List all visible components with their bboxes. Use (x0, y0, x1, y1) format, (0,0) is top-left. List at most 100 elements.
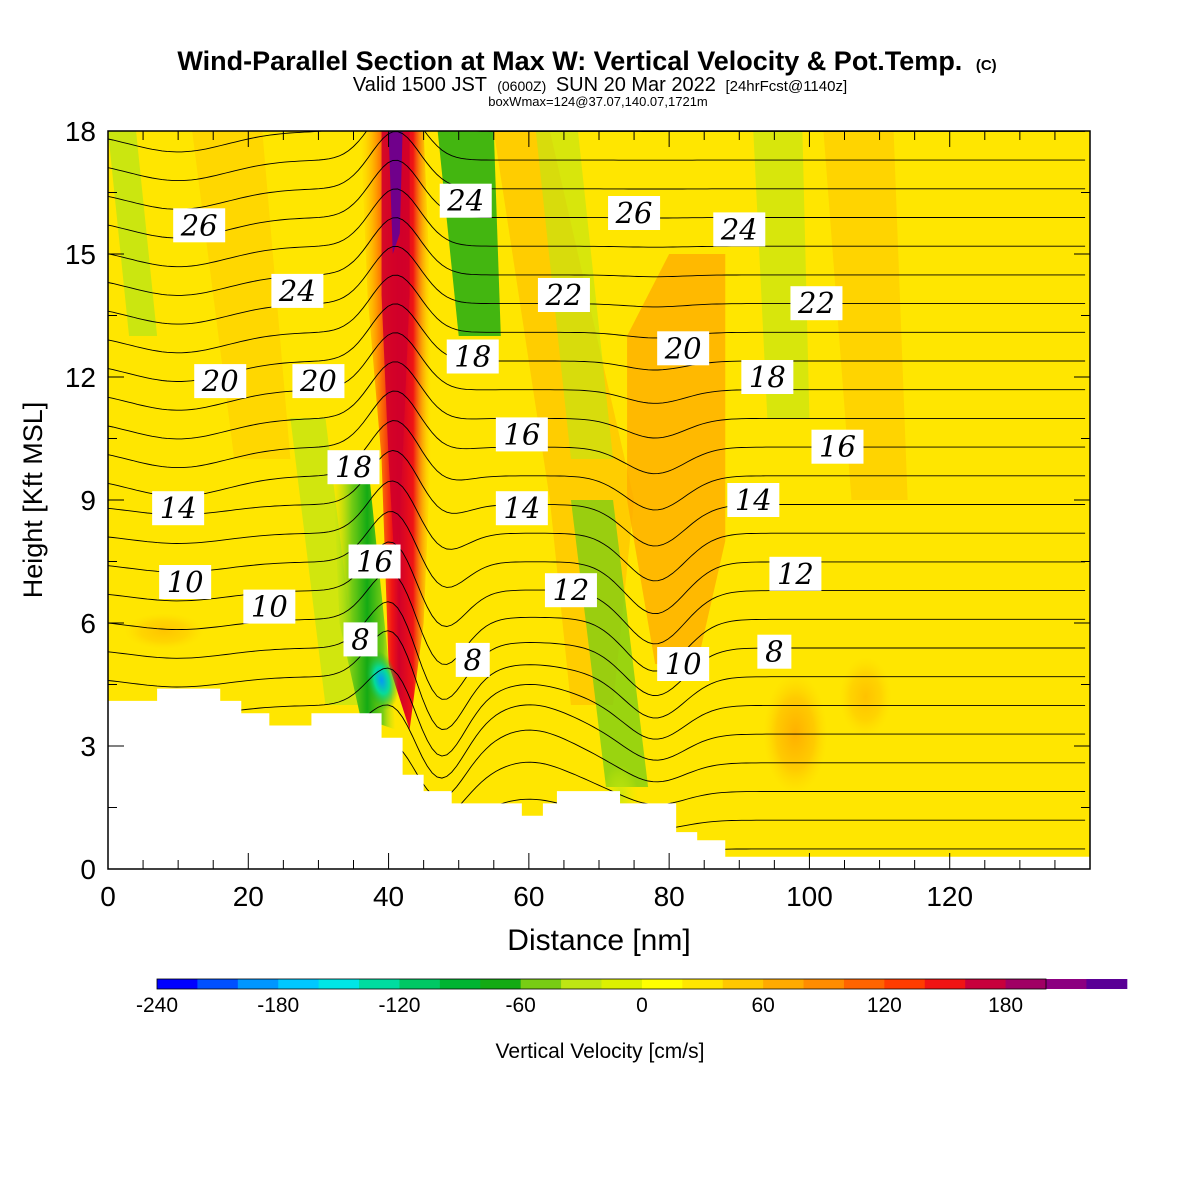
colorbar-swatch (803, 979, 845, 989)
theta-label-text: 24 (278, 274, 316, 308)
y-tick-label: 0 (80, 854, 96, 885)
colorbar-tick-label: 0 (636, 994, 648, 1017)
subtitle-run: [24hrFcst@1140z] (725, 78, 847, 95)
colorbar-tick-label: -60 (506, 994, 536, 1017)
plot-area (108, 131, 1090, 869)
theta-label-text: 20 (201, 364, 239, 398)
colorbar-swatch (197, 979, 239, 989)
colorbar-swatch (480, 979, 522, 989)
subtitle-main: Valid 1500 JST (353, 74, 487, 96)
colorbar-swatch (965, 979, 1007, 989)
right-orange-column (823, 131, 908, 500)
colorbar-swatch (1086, 979, 1128, 989)
colorbar-swatch (359, 979, 400, 989)
theta-label: 16 (348, 544, 401, 579)
colorbar-swatch (924, 979, 966, 989)
x-tick-label: 0 (100, 881, 116, 912)
colorbar-tick-label: 120 (867, 994, 902, 1017)
theta-label: 20 (657, 331, 710, 366)
colorbar-tick-label: -120 (378, 994, 420, 1017)
theta-contour-line (108, 630, 1086, 730)
theta-label: 24 (713, 212, 766, 247)
svg-text:Valid 1500 JST (0600Z): Valid 1500 JST (0600Z) SUN 20 Mar 2022 [… (353, 74, 847, 96)
theta-label: 16 (495, 417, 548, 452)
green-downdraft-left (108, 131, 158, 336)
theta-label: 20 (292, 364, 345, 399)
theta-contour-line (108, 480, 1086, 582)
updraft-inner (381, 131, 410, 582)
theta-label-text: 16 (819, 430, 856, 464)
colorbar-swatch (884, 979, 926, 989)
theta-contour-line (108, 131, 1086, 182)
theta-label-text: 18 (454, 340, 491, 374)
terrain-mask (108, 688, 1090, 869)
theta-label-text: 10 (665, 647, 702, 681)
colorbar-swatch (641, 979, 683, 989)
theta-label: 10 (243, 589, 296, 624)
theta-label: 24 (271, 273, 324, 308)
theta-label-text: 14 (503, 491, 540, 525)
colorbar-swatch (682, 979, 724, 989)
theta-label: 26 (173, 208, 226, 243)
colorbar-swatch (278, 979, 320, 989)
y-axis: 0 3 6 9 12 15 18 (65, 116, 1090, 885)
subtitle-utc: (0600Z) (497, 78, 546, 94)
theta-contour-line (108, 245, 1086, 325)
theta-label: 14 (727, 483, 780, 517)
colorbar-swatch (601, 979, 643, 989)
theta-label: 22 (790, 286, 843, 321)
theta-label: 26 (608, 196, 661, 230)
colorbar: -240 -180 -120 -60 0 60 120 180 (136, 978, 1128, 1017)
subtitle-box: boxWmax=124@37.07,140.07,1721m (488, 94, 708, 109)
updraft-peak (388, 131, 403, 254)
green-downdraft-lee (570, 500, 649, 787)
theta-label-text: 20 (664, 331, 702, 365)
theta-label: 18 (741, 360, 794, 394)
colorbar-swatch (722, 979, 764, 989)
upstream-orange (124, 613, 205, 650)
theta-contour-line (108, 303, 1086, 382)
downdraft-core (364, 650, 399, 710)
y-axis-label: Height [Kft MSL] (18, 402, 48, 599)
theta-label-text: 24 (720, 212, 758, 246)
theta-label: 22 (537, 278, 590, 312)
chart-subtitle: Valid 1500 JST (0600Z) SUN 20 Mar 2022 [… (353, 74, 847, 109)
theta-contour-line (108, 420, 1086, 511)
theta-label-text: 26 (615, 196, 653, 230)
x-tick-label: 60 (513, 881, 544, 912)
theta-label-text: 8 (464, 643, 482, 677)
theta-contour-line (108, 217, 1086, 296)
theta-label-text: 18 (749, 360, 786, 394)
theta-contour-line (108, 667, 1086, 757)
title-text: Wind-Parallel Section at Max W: Vertical… (177, 46, 962, 76)
x-tick-label: 120 (926, 881, 973, 912)
colorbar-swatch (1005, 979, 1047, 989)
svg-text:Wind-Parallel Section at Max W: Wind-Parallel Section at Max W: Vertical… (177, 46, 996, 76)
colorbar-swatch (318, 979, 360, 989)
theta-label-text: 12 (552, 573, 589, 607)
theta-label: 8 (757, 634, 792, 669)
colorbar-swatch (843, 979, 885, 989)
theta-label: 14 (152, 491, 205, 526)
theta-label-text: 14 (160, 491, 197, 525)
theta-label-text: 8 (765, 635, 783, 669)
colorbar-swatch (763, 979, 805, 989)
y-tick-label: 12 (65, 362, 96, 393)
theta-label-text: 16 (503, 417, 540, 451)
y-tick-label: 6 (80, 608, 96, 639)
theta-contour-line (108, 131, 1086, 210)
theta-label: 10 (657, 647, 710, 681)
y-tick-label: 15 (65, 239, 96, 270)
theta-label: 20 (194, 364, 247, 399)
subtitle-date: SUN 20 Mar 2022 (556, 74, 716, 96)
theta-label-text: 26 (180, 208, 218, 242)
theta-label: 12 (769, 556, 822, 591)
theta-label-text: 10 (167, 565, 204, 599)
theta-label-text: 18 (335, 450, 372, 484)
theta-contour-line (108, 450, 1086, 547)
colorbar-tick-label: 60 (751, 994, 774, 1017)
colorbar-swatch (399, 979, 441, 989)
x-axis: 0 20 40 60 80 100 120 (100, 131, 1091, 912)
colorbar-swatch (439, 979, 481, 989)
